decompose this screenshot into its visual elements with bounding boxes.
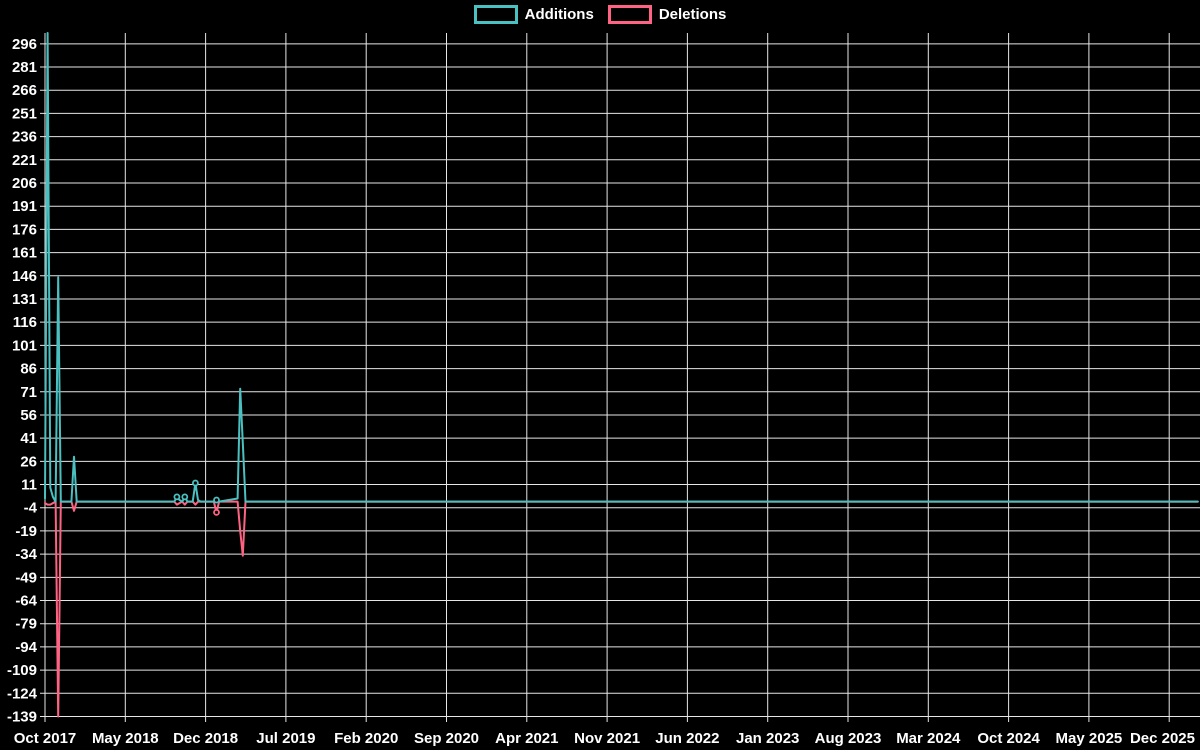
- y-axis-tick-label: 116: [13, 314, 37, 331]
- y-axis-tick-label: -79: [15, 616, 37, 633]
- y-axis-tick-label: 101: [12, 337, 37, 354]
- x-axis-tick-label: Dec 2025: [1130, 730, 1195, 747]
- y-axis-tick-label: 176: [12, 221, 37, 238]
- y-axis-tick-label: 71: [20, 384, 37, 401]
- y-axis-tick-label: 191: [12, 198, 37, 215]
- x-axis-tick-label: May 2018: [92, 730, 159, 747]
- y-axis-tick-label: 206: [12, 175, 37, 192]
- y-axis-tick-label: 41: [20, 430, 37, 447]
- y-axis-tick-label: 26: [20, 453, 37, 470]
- x-axis-tick-label: Jul 2019: [256, 730, 315, 747]
- series-line-deletions: [44, 500, 1199, 718]
- y-axis-tick-label: 11: [21, 477, 37, 494]
- y-axis-tick-label: -94: [15, 639, 37, 656]
- y-axis-tick-label: 161: [12, 245, 37, 262]
- x-axis-tick-label: Dec 2018: [173, 730, 238, 747]
- y-axis-tick-label: -124: [7, 685, 38, 702]
- x-axis-tick-label: Oct 2024: [977, 730, 1040, 747]
- y-axis-tick-label: -4: [24, 500, 38, 517]
- y-axis-tick-label: 86: [20, 361, 37, 378]
- x-axis-tick-label: Sep 2020: [414, 730, 479, 747]
- x-axis-tick-label: Oct 2017: [14, 730, 77, 747]
- data-point-marker-additions: [191, 479, 199, 487]
- y-axis-tick-label: 296: [12, 36, 37, 53]
- y-axis-tick-label: -64: [15, 593, 37, 610]
- y-axis-tick-label: 56: [20, 407, 37, 424]
- y-axis-tick-label: 221: [12, 152, 37, 169]
- y-axis-tick-label: 131: [12, 291, 37, 308]
- x-axis-tick-label: Jun 2022: [655, 730, 719, 747]
- y-axis-tick-label: 236: [12, 129, 37, 146]
- y-axis-tick-label: -109: [7, 662, 37, 679]
- data-point-marker-additions: [173, 493, 181, 501]
- x-axis-tick-label: Aug 2023: [815, 730, 882, 747]
- additions-legend-swatch-icon: [473, 5, 518, 24]
- data-point-marker-additions: [181, 493, 189, 501]
- deletions-legend-label: Deletions: [658, 6, 727, 23]
- deletions-legend-swatch-icon: [607, 5, 652, 24]
- y-axis-tick-label: -19: [15, 523, 37, 540]
- x-axis-tick-label: Mar 2024: [896, 730, 961, 747]
- legend-item-additions[interactable]: Additions: [473, 5, 594, 24]
- y-axis-tick-label: 266: [12, 82, 37, 99]
- y-axis-tick-label: 281: [12, 59, 37, 76]
- additions-legend-label: Additions: [524, 6, 594, 23]
- chart-legend: Additions Deletions: [0, 5, 1200, 24]
- data-point-marker-deletions: [213, 509, 220, 516]
- x-axis-tick-label: Jan 2023: [736, 730, 799, 747]
- y-axis-tick-label: 146: [12, 268, 37, 285]
- x-axis-tick-label: May 2025: [1056, 730, 1123, 747]
- y-axis-tick-label: 251: [12, 105, 37, 122]
- data-point-marker-additions: [213, 496, 220, 504]
- x-axis-tick-label: Feb 2020: [334, 730, 398, 747]
- x-axis-tick-label: Nov 2021: [574, 730, 640, 747]
- y-axis-tick-label: -49: [15, 569, 37, 586]
- y-axis-tick-label: -139: [7, 709, 37, 726]
- x-axis-tick-label: Apr 2021: [495, 730, 558, 747]
- legend-item-deletions[interactable]: Deletions: [607, 5, 727, 24]
- y-axis-tick-label: -34: [15, 546, 37, 563]
- series-line-additions: [44, 32, 1199, 503]
